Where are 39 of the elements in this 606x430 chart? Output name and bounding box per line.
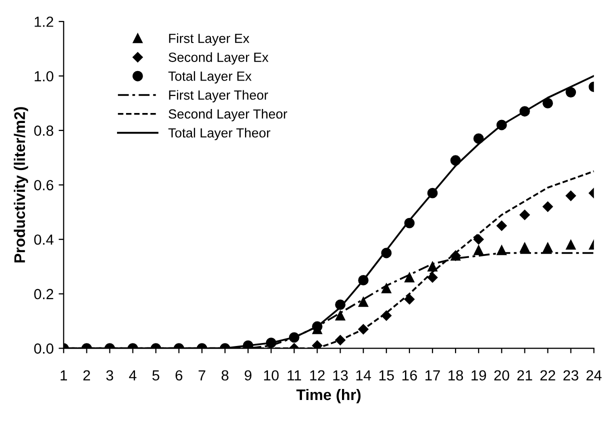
legend-label: Total Layer Theor	[168, 128, 270, 140]
y-tick-label: 0.2	[34, 288, 54, 300]
x-axis-title: Time (hr)	[296, 388, 361, 404]
x-tick-label: 6	[176, 370, 182, 381]
x-tick-label: 18	[448, 370, 464, 381]
legend-label: Total Layer Ex	[168, 71, 252, 84]
x-tick-label: 19	[472, 370, 486, 381]
x-tick-label: 11	[288, 370, 302, 380]
y-axis-title: Productivity (liter/m2)	[14, 107, 28, 262]
legend-label: Second Layer Theor	[168, 108, 288, 122]
x-tick-label: 20	[494, 370, 510, 381]
legend-label: First Layer Ex	[169, 33, 250, 46]
x-tick-label: 3	[106, 370, 114, 381]
x-tick-label: 17	[426, 370, 440, 380]
x-tick-label: 4	[129, 370, 136, 380]
x-tick-label: 5	[152, 370, 160, 381]
x-tick-label: 14	[356, 370, 372, 380]
x-tick-label: 12	[310, 370, 325, 380]
x-tick-label: 16	[402, 370, 417, 381]
legend-label: First Layer Theor	[169, 90, 268, 102]
x-tick-label: 2	[83, 370, 90, 380]
x-tick-label: 7	[198, 370, 206, 380]
legend-label: Second Layer Ex	[168, 52, 268, 65]
y-tick-label: 0.4	[34, 234, 54, 245]
y-tick-label: 1.2	[34, 16, 54, 27]
x-tick-label: 9	[244, 370, 252, 381]
x-tick-label: 8	[222, 370, 228, 381]
y-tick-label: 0.6	[34, 180, 54, 190]
x-tick-label: 13	[333, 370, 348, 381]
x-tick-label: 1	[60, 370, 67, 380]
x-tick-label: 22	[540, 370, 556, 380]
x-tick-label: 24	[586, 370, 602, 380]
y-tick-label: 1.0	[34, 71, 54, 82]
y-tick-label: 0.8	[34, 126, 54, 136]
x-tick-label: 15	[379, 370, 394, 381]
x-tick-label: 23	[563, 370, 578, 381]
x-tick-label: 10	[264, 370, 279, 381]
y-tick-label: 0.0	[34, 343, 54, 354]
x-tick-label: 21	[517, 370, 532, 380]
